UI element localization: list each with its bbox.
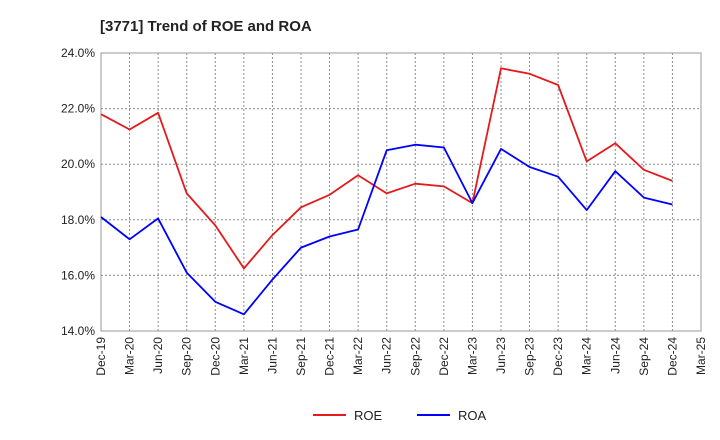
x-tick-label: Sep-24: [637, 337, 651, 376]
x-tick-label: Sep-21: [294, 337, 308, 376]
grid: [101, 53, 701, 331]
x-tick-label: Dec-24: [665, 337, 679, 376]
x-tick-label: Mar-22: [351, 337, 365, 375]
x-tick-label: Jun-21: [265, 337, 279, 374]
x-tick-label: Jun-24: [608, 337, 622, 374]
x-axis-ticks: Dec-19 Mar-20 Jun-20 Sep-20 Dec-20 Mar-21 Jun-…: [94, 337, 708, 376]
x-tick-label: Sep-23: [523, 337, 537, 376]
series-lines: [100, 67, 673, 316]
y-tick-label: 24.0%: [61, 46, 95, 60]
chart-title: [3771] Trend of ROE and ROA: [100, 18, 312, 35]
x-tick-label: Jun-23: [494, 337, 508, 374]
y-tick-label: 14.0%: [61, 324, 95, 338]
x-tick-label: Jun-22: [380, 337, 394, 374]
x-tick-label: Sep-22: [408, 337, 422, 376]
legend-label-roe: ROE: [354, 408, 383, 423]
x-tick-label: Dec-23: [551, 337, 565, 376]
x-tick-label: Dec-22: [437, 337, 451, 376]
y-tick-label: 20.0%: [61, 157, 95, 171]
x-tick-label: Dec-20: [208, 337, 222, 376]
series-line-roe: [100, 67, 673, 270]
x-tick-label: Dec-21: [323, 337, 337, 376]
legend: ROE ROA: [313, 408, 487, 423]
x-tick-label: Mar-23: [465, 337, 479, 375]
x-tick-label: Dec-19: [94, 337, 108, 376]
y-tick-label: 16.0%: [61, 268, 95, 282]
x-tick-label: Sep-20: [180, 337, 194, 376]
plot-area-border: [100, 52, 702, 332]
y-tick-label: 18.0%: [61, 213, 95, 227]
y-axis-ticks: 14.0% 16.0% 18.0% 20.0% 22.0% 24.0%: [61, 46, 95, 338]
x-tick-label: Mar-25: [694, 337, 708, 375]
y-tick-label: 22.0%: [61, 102, 95, 116]
x-tick-label: Mar-20: [123, 337, 137, 375]
x-tick-label: Mar-24: [580, 337, 594, 375]
series-line-roa: [100, 143, 673, 316]
x-tick-label: Mar-21: [237, 337, 251, 375]
x-tick-label: Jun-20: [151, 337, 165, 374]
legend-label-roa: ROA: [458, 408, 487, 423]
